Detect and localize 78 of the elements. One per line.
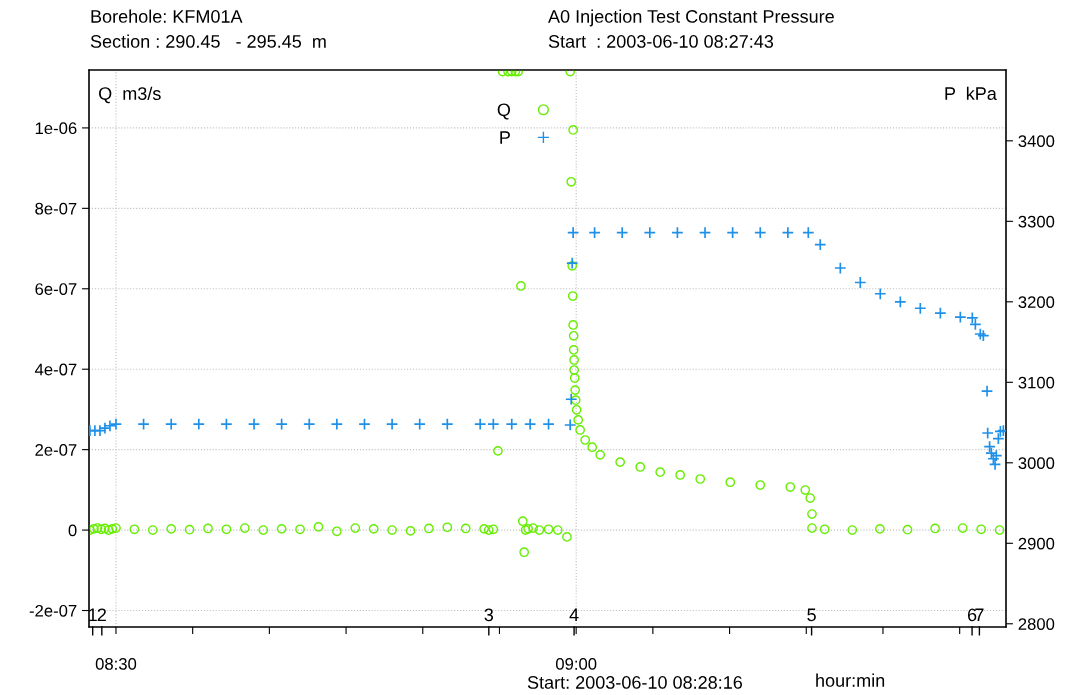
y2-tick-label: 2900	[1018, 537, 1055, 550]
point	[565, 256, 579, 270]
y2-tick-label: 3100	[1018, 376, 1055, 389]
point	[914, 302, 927, 315]
point	[441, 417, 454, 431]
point	[303, 417, 316, 431]
point	[385, 417, 399, 431]
point	[275, 417, 288, 431]
point	[814, 238, 827, 251]
annotation: 3	[484, 608, 494, 622]
point	[834, 261, 847, 275]
point	[523, 417, 537, 431]
point	[542, 417, 555, 431]
point	[671, 226, 684, 239]
point	[988, 458, 1002, 471]
y2-tick-label: 3300	[1018, 215, 1055, 228]
point	[413, 417, 426, 431]
legend-label: Q	[497, 103, 511, 120]
point	[643, 226, 657, 239]
annotation: 5	[807, 608, 816, 622]
text: Start : 2003-06-10 08:27:43	[548, 35, 774, 48]
point	[698, 226, 712, 239]
y-tick-label: -2e-07	[29, 604, 77, 617]
y-tick-label: 0	[68, 524, 77, 537]
point	[137, 417, 150, 431]
text: Start: 2003-06-10 08:28:16	[527, 676, 743, 689]
point	[969, 318, 982, 331]
point	[109, 417, 123, 431]
point	[754, 226, 767, 239]
point	[358, 417, 371, 431]
point	[220, 417, 233, 431]
point	[980, 384, 994, 398]
point	[781, 226, 795, 239]
point	[854, 276, 867, 289]
y-tick-label: 4e-07	[34, 363, 77, 376]
point	[487, 417, 500, 431]
point	[164, 417, 178, 431]
annotation: 7	[975, 608, 984, 622]
point	[983, 440, 996, 453]
annotation: 2	[97, 608, 106, 622]
x-tick-label: 08:30	[95, 658, 137, 670]
legend-label: P	[500, 131, 510, 144]
point	[563, 418, 577, 432]
point	[966, 311, 979, 325]
chart-subtitle: Section : 290.45 - 295.45 m	[90, 34, 326, 48]
point	[985, 446, 998, 460]
point	[247, 417, 261, 431]
y-axis-title: Q m3/s	[99, 86, 161, 104]
chart-title: Borehole: KFM01A	[91, 9, 243, 23]
point	[330, 417, 344, 431]
y2-tick-label: 2800	[1018, 618, 1055, 630]
point	[894, 295, 907, 309]
point	[615, 226, 629, 239]
point	[192, 417, 206, 431]
point	[473, 417, 487, 431]
text: A0 Injection Test Constant Pressure	[548, 9, 834, 27]
y2-tick-label: 3000	[1018, 457, 1055, 469]
y2-tick-label: 3400	[1018, 135, 1055, 148]
y2-axis-title: P kPa	[945, 86, 997, 100]
annotation: 6	[967, 608, 977, 622]
y-tick-label: 8e-07	[35, 202, 77, 215]
x-axis-title: hour:min	[816, 673, 885, 687]
x-tick-label: 09:00	[555, 658, 597, 670]
point	[726, 226, 739, 239]
point	[981, 426, 994, 440]
point	[934, 306, 947, 320]
point	[954, 310, 967, 324]
point	[505, 417, 518, 431]
annotation: 4	[569, 608, 579, 622]
y-tick-label: 1e-06	[35, 122, 77, 135]
y-tick-label: 6e-07	[35, 283, 77, 295]
y-tick-label: 2e-07	[35, 444, 77, 456]
point	[566, 226, 580, 239]
point	[588, 226, 601, 239]
y2-tick-label: 3200	[1018, 296, 1055, 309]
point	[874, 287, 887, 300]
point	[564, 392, 578, 406]
point	[802, 226, 815, 239]
